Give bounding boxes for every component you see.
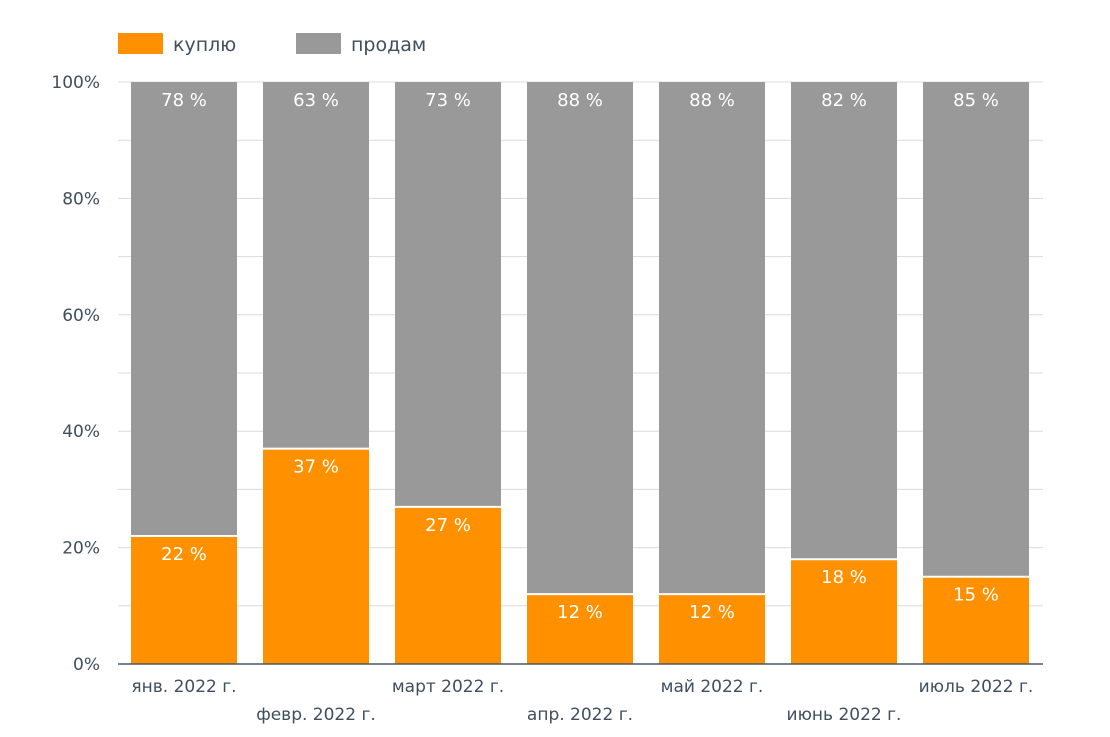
bar-prodam	[131, 82, 237, 536]
x-tick-label: май 2022 г.	[661, 677, 764, 697]
data-label-prodam: 78 %	[161, 90, 207, 111]
bar-prodam	[395, 82, 501, 507]
bar-prodam	[527, 82, 633, 595]
data-label-kuplyu: 12 %	[557, 602, 603, 623]
y-axis: 0% 20% 40% 60% 80% 100%	[51, 73, 100, 675]
y-tick-label: 40%	[62, 422, 100, 442]
x-tick-label: июль 2022 г.	[919, 677, 1034, 697]
data-label-prodam: 88 %	[557, 90, 603, 111]
bar-prodam	[263, 82, 369, 449]
data-label-kuplyu: 12 %	[689, 602, 735, 623]
legend-swatch	[296, 33, 341, 54]
x-axis: янв. 2022 г. февр. 2022 г. март 2022 г. апр…	[131, 677, 1033, 725]
y-tick-label: 0%	[73, 655, 100, 675]
data-label-kuplyu: 37 %	[293, 457, 339, 478]
bar-kuplyu	[131, 536, 237, 664]
bar-kuplyu	[395, 507, 501, 664]
y-tick-label: 60%	[62, 306, 100, 326]
legend-label: продам	[351, 34, 426, 56]
legend-swatch	[118, 33, 163, 54]
y-tick-label: 80%	[62, 189, 100, 209]
bar-prodam	[791, 82, 897, 560]
bar-prodam	[923, 82, 1029, 577]
bar-kuplyu	[527, 595, 633, 664]
bar-kuplyu	[659, 595, 765, 664]
x-tick-label: февр. 2022 г.	[256, 705, 376, 725]
data-label-kuplyu: 18 %	[821, 567, 867, 588]
x-tick-label: апр. 2022 г.	[527, 705, 633, 725]
bar-kuplyu	[923, 577, 1029, 664]
y-tick-label: 20%	[62, 539, 100, 559]
data-label-kuplyu: 22 %	[161, 544, 207, 565]
legend: куплю продам	[118, 33, 426, 56]
data-label-prodam: 73 %	[425, 90, 471, 111]
x-tick-label: июнь 2022 г.	[787, 705, 902, 725]
bars: 78 % 22 % 63 % 37 % 73 % 27 % 88 % 12 % 88 % 12 %…	[118, 82, 1043, 665]
bar-prodam	[659, 82, 765, 595]
data-label-prodam: 82 %	[821, 90, 867, 111]
data-label-kuplyu: 27 %	[425, 515, 471, 536]
x-tick-label: янв. 2022 г.	[131, 677, 236, 697]
data-label-prodam: 63 %	[293, 90, 339, 111]
legend-label: куплю	[173, 34, 236, 56]
x-tick-label: март 2022 г.	[392, 677, 504, 697]
data-label-prodam: 88 %	[689, 90, 735, 111]
bar-kuplyu	[263, 449, 369, 664]
bar-kuplyu	[791, 560, 897, 664]
data-label-prodam: 85 %	[953, 90, 999, 111]
y-tick-label: 100%	[51, 73, 100, 93]
data-label-kuplyu: 15 %	[953, 585, 999, 606]
